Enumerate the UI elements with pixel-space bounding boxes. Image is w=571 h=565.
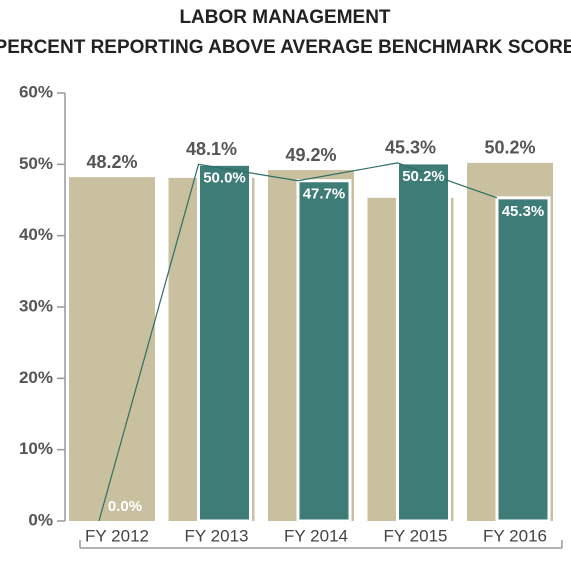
y-tick-label: 0%	[28, 510, 53, 529]
y-tick-label: 60%	[19, 82, 53, 101]
x-tick-label: FY 2012	[85, 526, 149, 545]
data-label: 48.2%	[86, 152, 137, 172]
data-label: 48.1%	[186, 139, 237, 159]
data-label: 50.2%	[484, 138, 535, 158]
data-label: 45.3%	[385, 138, 436, 158]
x-tick-label: FY 2014	[284, 526, 348, 545]
bar	[495, 196, 551, 523]
chart-subtitle: PERCENT REPORTING ABOVE AVERAGE BENCHMAR…	[0, 37, 571, 58]
bar	[69, 177, 155, 521]
series-line	[98, 162, 498, 522]
data-label: 0.0%	[108, 498, 142, 515]
bar	[296, 179, 352, 523]
y-tick-label: 30%	[19, 296, 53, 315]
data-label: 49.2%	[285, 145, 336, 165]
y-tick-label: 20%	[19, 368, 53, 387]
data-label: 50.2%	[402, 168, 445, 185]
bar	[197, 162, 252, 523]
y-tick-label: 50%	[19, 154, 53, 173]
x-bracket	[79, 540, 563, 549]
chart-title: LABOR MANAGEMENT	[179, 7, 390, 28]
data-label: 47.7%	[303, 186, 346, 203]
y-tick-label: 10%	[19, 439, 53, 458]
x-tick-label: FY 2016	[483, 526, 547, 545]
x-tick-label: FY 2015	[384, 526, 448, 545]
data-label: 50.0%	[203, 169, 246, 186]
data-label: 45.3%	[502, 203, 545, 220]
y-tick-label: 40%	[19, 225, 53, 244]
x-tick-label: FY 2013	[185, 526, 249, 545]
bar	[396, 161, 451, 523]
